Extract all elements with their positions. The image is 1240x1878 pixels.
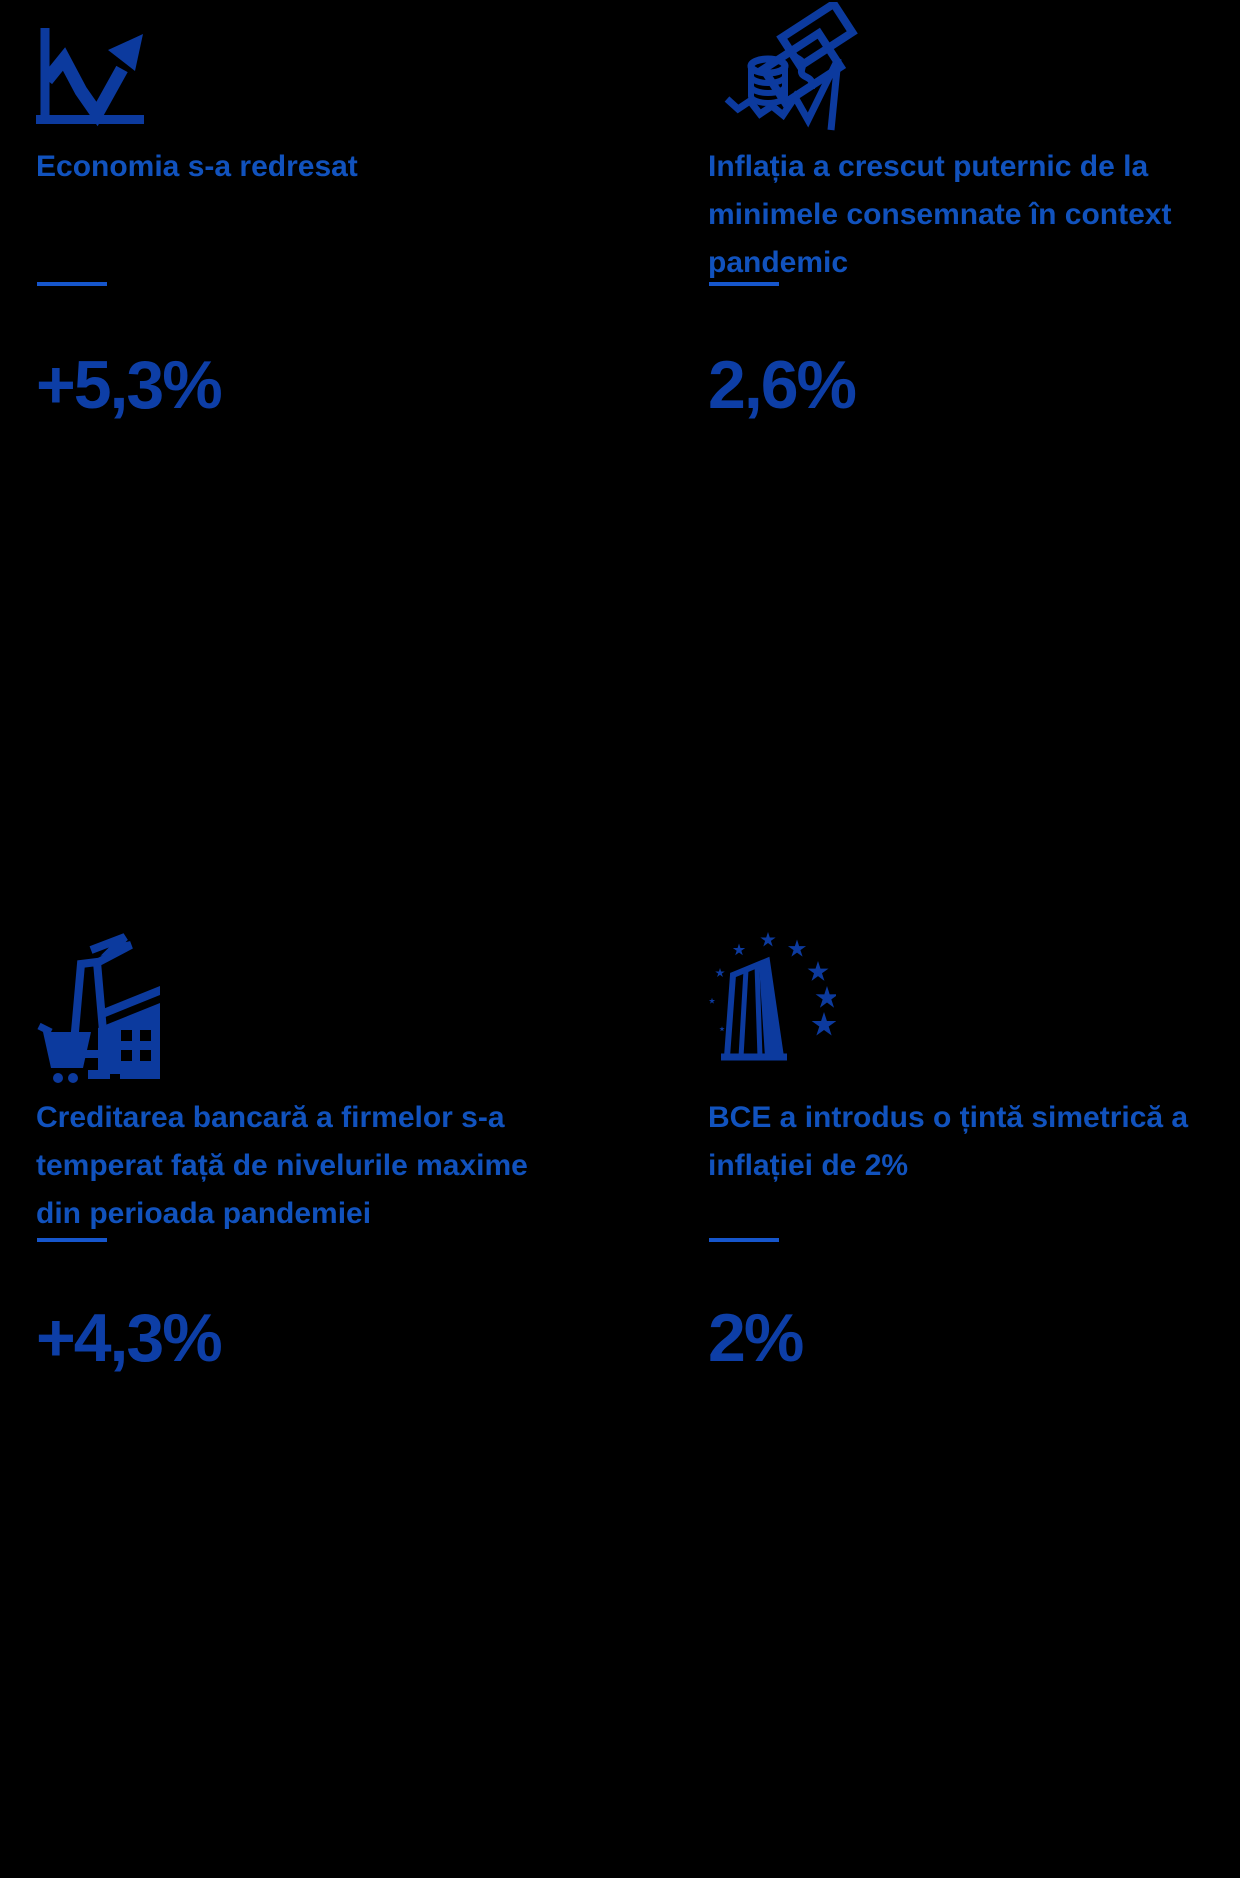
stat-card-economy: Economia s-a redresat +5,3% [36, 0, 566, 560]
stat-card-inflation: Inflația a crescut puternic de la minime… [708, 0, 1238, 560]
stat-title: BCE a introdus o țintă simetrică a infla… [708, 1101, 1189, 1182]
stat-value: +4,3% [36, 1300, 223, 1376]
divider [37, 1238, 107, 1242]
stat-card-corporate-lending: Creditarea bancară a firmelor s-a temper… [36, 900, 566, 1460]
stat-title: Economia s-a redresat [36, 150, 358, 183]
stat-title: Inflația a crescut puternic de la minime… [708, 150, 1172, 279]
banknotes-decline-icon [724, 2, 858, 131]
ecb-tower [721, 956, 787, 1061]
line-chart-up-icon [36, 28, 144, 127]
stat-value: +5,3% [36, 347, 223, 423]
coin-stack [747, 55, 789, 106]
downward-zigzag-line [724, 57, 842, 131]
stat-title: Creditarea bancară a firmelor s-a temper… [36, 1101, 528, 1230]
stat-value: 2,6% [708, 347, 857, 423]
divider [709, 282, 779, 286]
smoke-bolt [89, 933, 133, 968]
shopping-cart [37, 1022, 91, 1083]
divider [709, 1238, 779, 1242]
divider [37, 282, 107, 286]
stat-value: 2% [708, 1300, 804, 1376]
stat-card-ecb-target: BCE a introdus o țintă simetrică a infla… [708, 900, 1238, 1460]
factory-shopping-cart-icon [37, 933, 160, 1083]
factory-building [98, 986, 160, 1074]
banknotes [757, 2, 858, 109]
ecb-tower-stars-icon [708, 932, 836, 1061]
